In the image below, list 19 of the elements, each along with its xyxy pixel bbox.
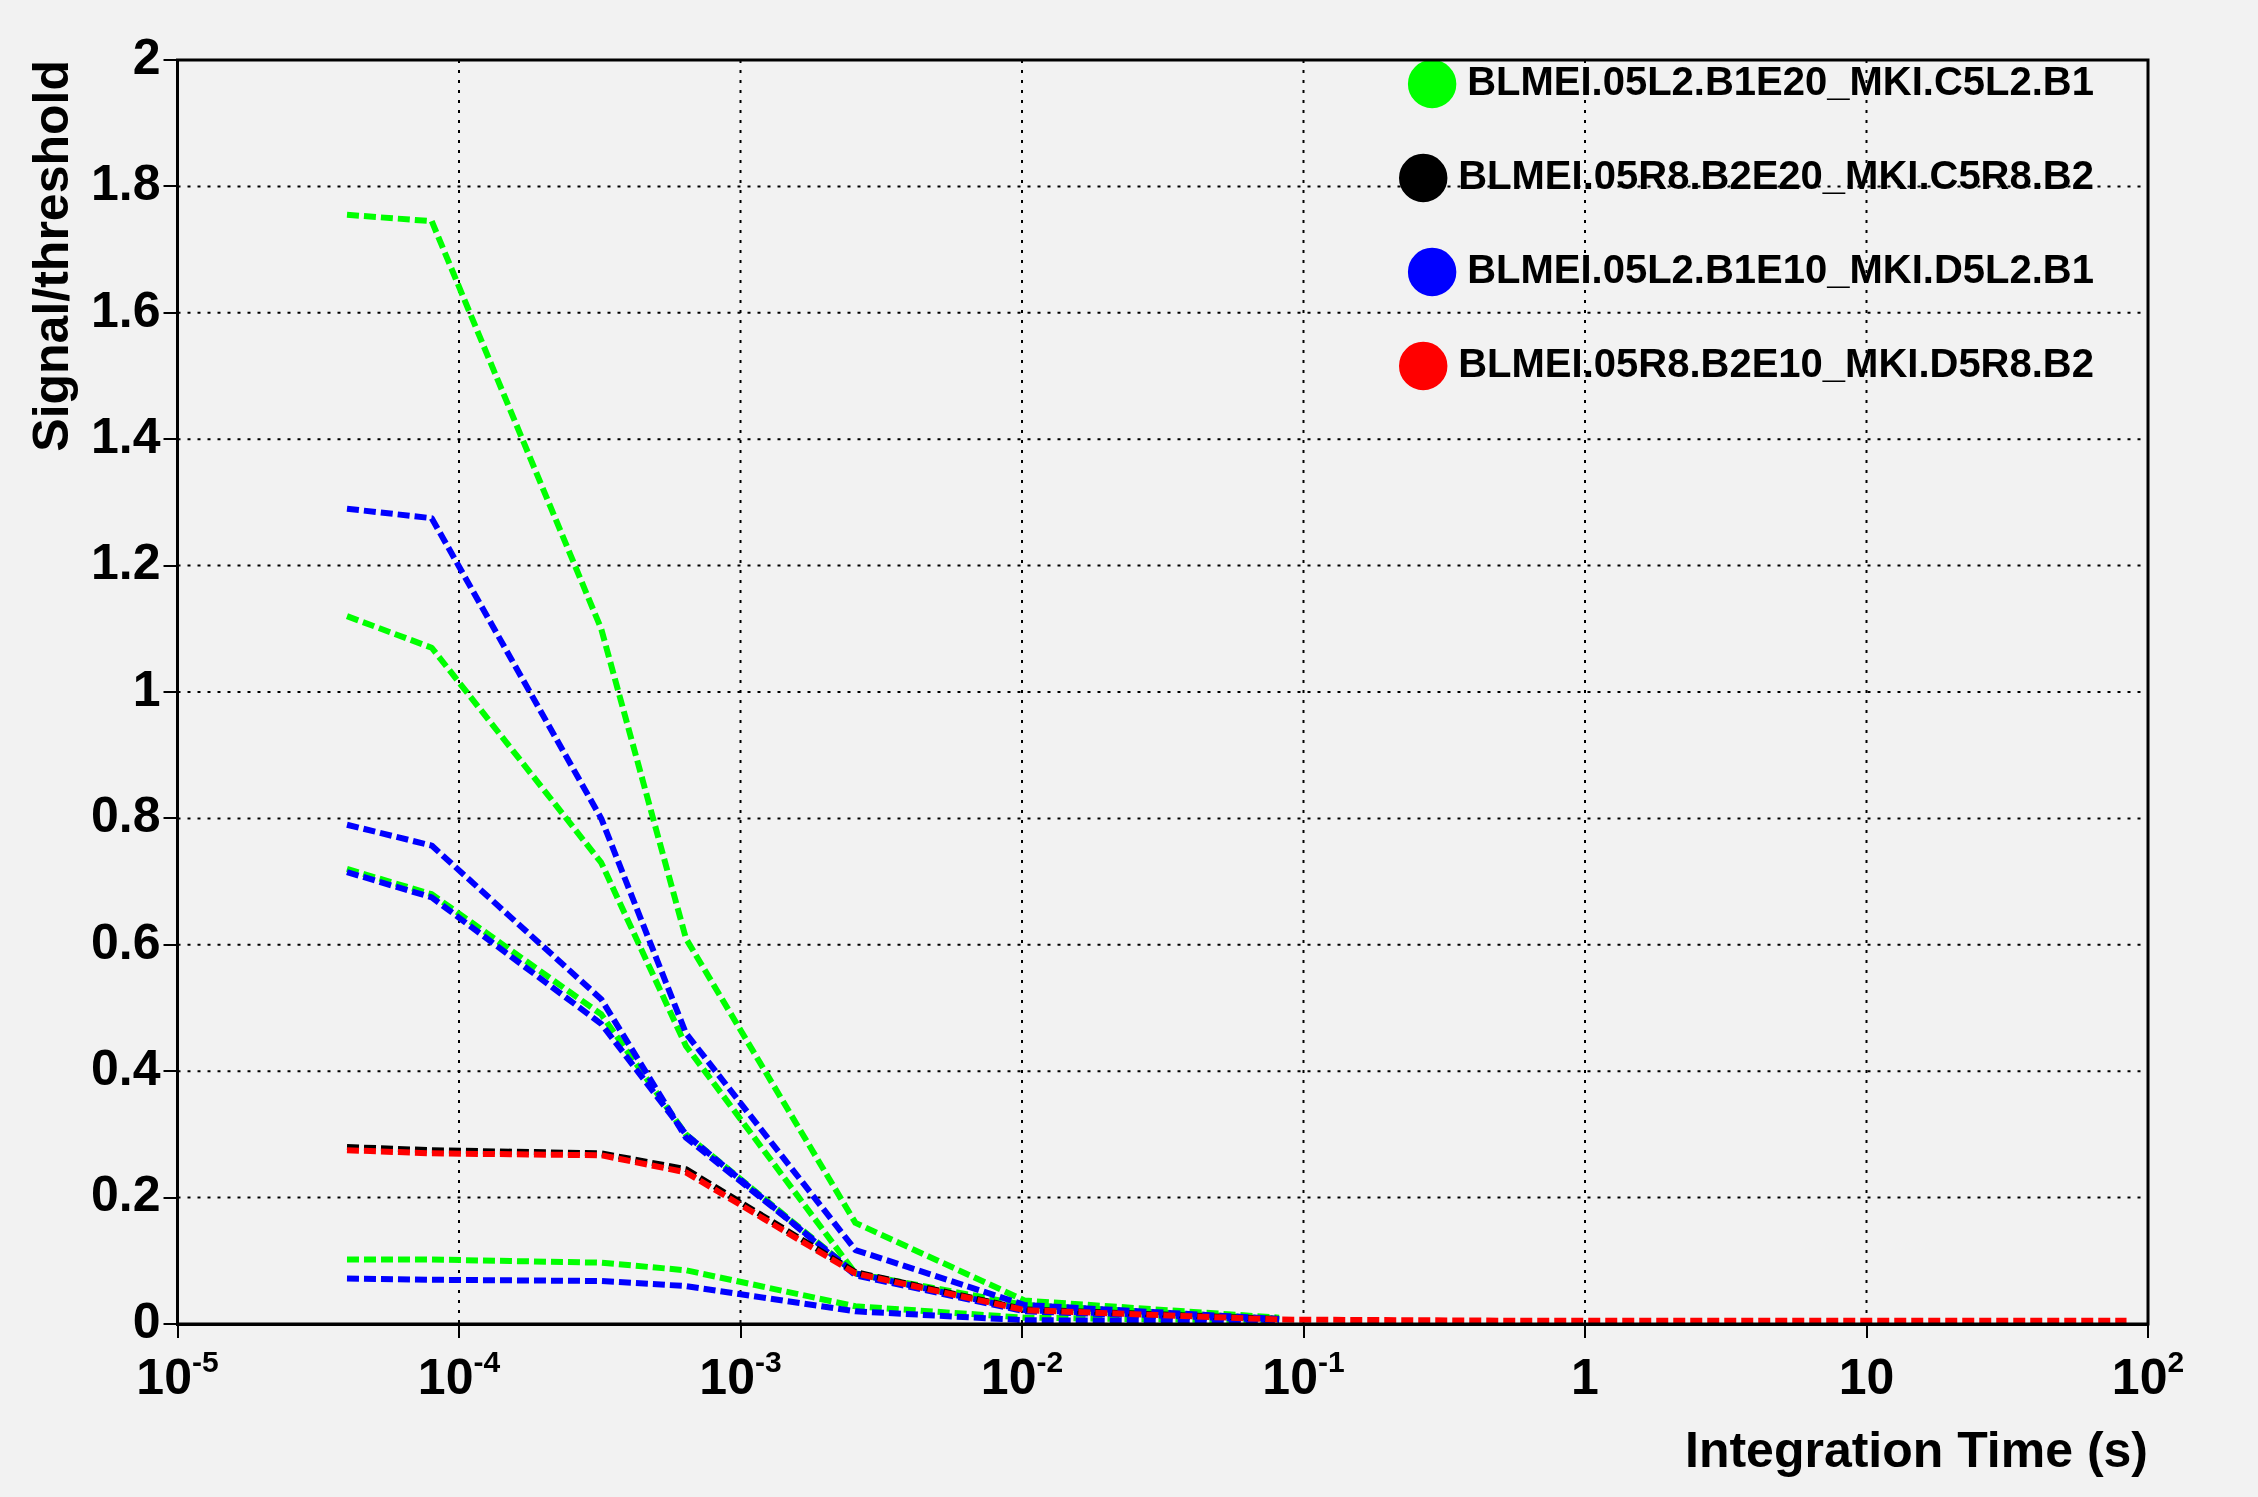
legend-label: BLMEI.05R8.B2E10_MKI.D5R8.B2 <box>1458 341 2094 386</box>
y-tick-label: 0 <box>132 1292 161 1349</box>
y-tick-label: 0.8 <box>90 787 161 844</box>
legend-label: BLMEI.05R8.B2E20_MKI.C5R8.B2 <box>1458 153 2094 198</box>
y-tick-label: 1.2 <box>90 534 161 591</box>
y-tick-label: 1.6 <box>90 281 161 338</box>
y-tick-label: 0.2 <box>90 1166 161 1223</box>
x-tick-label: 1 <box>1571 1349 1599 1405</box>
legend-label: BLMEI.05L2.B1E20_MKI.C5L2.B1 <box>1467 59 2094 104</box>
y-tick-label: 2 <box>132 28 161 85</box>
y-tick-label: 0.6 <box>90 913 161 970</box>
legend-label: BLMEI.05L2.B1E10_MKI.D5L2.B1 <box>1467 247 2094 292</box>
x-tick-label: 10 <box>1838 1349 1895 1405</box>
x-axis-title: Integration Time (s) <box>1684 1421 2148 1478</box>
y-tick-label: 0.4 <box>90 1039 161 1096</box>
y-axis-title: Signal/threshold <box>22 60 79 452</box>
y-tick-label: 1 <box>132 660 161 717</box>
y-tick-label: 1.4 <box>90 407 161 464</box>
y-tick-label: 1.8 <box>90 155 161 212</box>
